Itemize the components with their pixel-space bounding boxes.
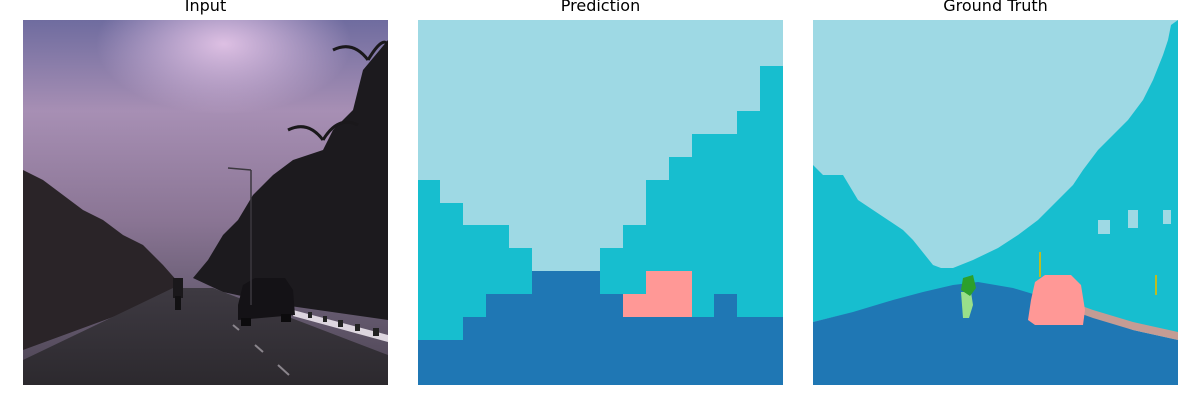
person-region (961, 275, 976, 296)
input-image (23, 20, 388, 385)
ground-truth-mask (813, 20, 1178, 385)
ground-truth-segmentation (813, 20, 1178, 385)
rider-region (961, 292, 973, 318)
car-region (1028, 275, 1085, 325)
prediction-mask (418, 20, 783, 385)
road-region (418, 271, 783, 385)
pole-region (1039, 252, 1041, 277)
road-region (813, 282, 1178, 385)
ground-truth-panel-title: Ground Truth (943, 0, 1048, 15)
vegetation-region (813, 20, 1178, 340)
prediction-segmentation (418, 20, 783, 385)
vegetation-right (600, 66, 783, 320)
sidewalk-region (1043, 292, 1178, 340)
input-photo (23, 20, 388, 385)
car-region (623, 271, 692, 317)
input-panel-title: Input (184, 0, 227, 15)
prediction-panel-title: Prediction (560, 0, 641, 15)
